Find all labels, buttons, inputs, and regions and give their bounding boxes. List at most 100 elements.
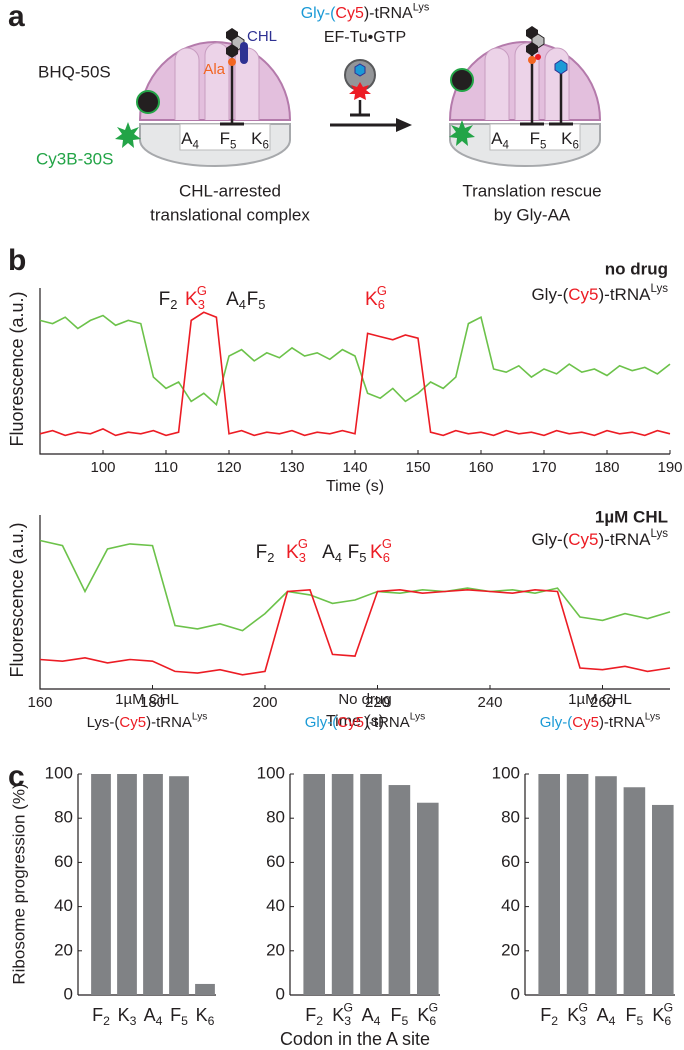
text-segment: Cy5 [572, 714, 599, 731]
text-segment: G [197, 283, 207, 298]
text-segment: Lys [650, 528, 668, 540]
x-tick-label: F5 [170, 1005, 188, 1028]
annotation: F2 [159, 289, 178, 312]
text-segment: F [256, 542, 268, 563]
diagram-label: BHQ-50S [38, 62, 111, 81]
text-segment: 4 [239, 297, 246, 312]
text-segment: 4 [609, 1014, 616, 1028]
x-tick-label: F2 [92, 1005, 110, 1028]
x-tick-label: A4 [362, 1005, 381, 1028]
x-tick-label: A4 [144, 1005, 163, 1028]
text-segment: G [578, 1001, 588, 1015]
diagram-caption: CHL-arrested [179, 181, 281, 200]
annotation: K3G [185, 283, 207, 312]
bar [169, 776, 189, 995]
y-tick-label: 0 [511, 984, 520, 1003]
annotation: K6G [365, 283, 387, 312]
ribosome-right [448, 26, 602, 167]
panel-label: b [8, 244, 26, 277]
x-tick-label: K3G [567, 1001, 588, 1028]
y-tick-label: 80 [54, 808, 73, 827]
y-tick-label: 20 [266, 940, 285, 959]
chart-title: Gly-(Cy5)-tRNALys [540, 711, 661, 731]
chart-title: Gly-(Cy5)-tRNALys [305, 711, 426, 731]
text-segment: F [220, 129, 230, 148]
y-axis-label: Ribosome progression (%) [9, 783, 28, 984]
text-segment: 2 [551, 1014, 558, 1028]
text-segment: 6 [378, 297, 385, 312]
trace [39, 539, 671, 632]
x-tick-label: 200 [252, 694, 277, 711]
y-tick-label: 20 [501, 940, 520, 959]
text-segment: F [159, 289, 171, 310]
x-axis-label: Time (s) [326, 713, 384, 730]
text-segment: Lys [192, 711, 207, 722]
text-segment: )-tRNA [364, 5, 413, 22]
text-segment: 5 [636, 1014, 643, 1028]
x-tick-label: 180 [594, 459, 619, 476]
x-tick-label: K3G [332, 1001, 353, 1028]
text-segment: 4 [374, 1014, 381, 1028]
x-tick-label: 180 [140, 694, 165, 711]
annotation: F2 [256, 542, 275, 565]
text-segment: G [343, 1001, 353, 1015]
text-segment: Gly-( [531, 530, 568, 549]
diagram-caption: by Gly-AA [494, 205, 571, 224]
text-segment: K [196, 1005, 208, 1025]
x-axis-label: Codon in the A site [280, 1029, 430, 1049]
text-segment: 4 [335, 550, 342, 565]
codon-label: F5 [530, 129, 547, 151]
text-segment: 6 [262, 139, 268, 151]
chart-title: No drug [338, 691, 391, 708]
text-segment: A [322, 542, 335, 563]
text-segment: 1µM CHL [568, 691, 632, 708]
x-tick-label: F2 [305, 1005, 323, 1028]
text-segment: F [170, 1005, 181, 1025]
annotation: A4 [322, 542, 342, 565]
x-tick-label: 160 [27, 694, 52, 711]
text-segment: )-tRNA [599, 530, 652, 549]
axis [39, 288, 670, 455]
bar [595, 776, 617, 995]
text-segment: 6 [208, 1014, 215, 1028]
text-segment: Cy5 [337, 714, 364, 731]
y-tick-label: 40 [54, 896, 73, 915]
text-segment: K [561, 129, 573, 148]
x-tick-label: 100 [90, 459, 115, 476]
text-segment: G [298, 536, 308, 551]
panel-label: a [8, 0, 25, 33]
text-segment: 5 [258, 297, 265, 312]
x-tick-label: K3 [118, 1005, 137, 1028]
x-tick-label: 160 [468, 459, 493, 476]
text-segment: 3 [198, 297, 205, 312]
reagent-label: Gly-(Cy5)-tRNALys [531, 283, 668, 305]
diagram-label: Cy3B-30S [36, 149, 113, 168]
text-segment: F [305, 1005, 316, 1025]
text-segment: )-tRNA [599, 285, 652, 304]
text-segment: A [226, 289, 239, 310]
x-tick-label: 220 [365, 694, 390, 711]
x-tick-label: K6G [652, 1001, 673, 1028]
x-tick-label: 190 [657, 459, 682, 476]
text-segment: 1µM CHL [115, 691, 179, 708]
chart-title: 1µM CHL [115, 691, 179, 708]
trace [39, 588, 671, 676]
condition: 1µM CHL [595, 507, 668, 526]
panel-label: c [8, 760, 25, 793]
text-segment: 6 [572, 139, 578, 151]
text-segment: Lys [650, 283, 668, 295]
diagram-label: Ala [203, 61, 225, 78]
text-segment: Gly-( [301, 5, 336, 22]
text-segment: K [567, 1005, 579, 1025]
text-segment: 5 [359, 550, 366, 565]
text-segment: F [92, 1005, 103, 1025]
x-tick-label: 240 [477, 694, 502, 711]
text-segment: 2 [103, 1014, 110, 1028]
text-segment: 2 [170, 297, 177, 312]
condition: no drug [605, 259, 668, 278]
text-segment: A [181, 129, 193, 148]
ribosome-left [115, 28, 292, 167]
text-segment: 6 [383, 550, 390, 565]
x-tick-label: 150 [405, 459, 430, 476]
y-tick-label: 60 [501, 852, 520, 871]
